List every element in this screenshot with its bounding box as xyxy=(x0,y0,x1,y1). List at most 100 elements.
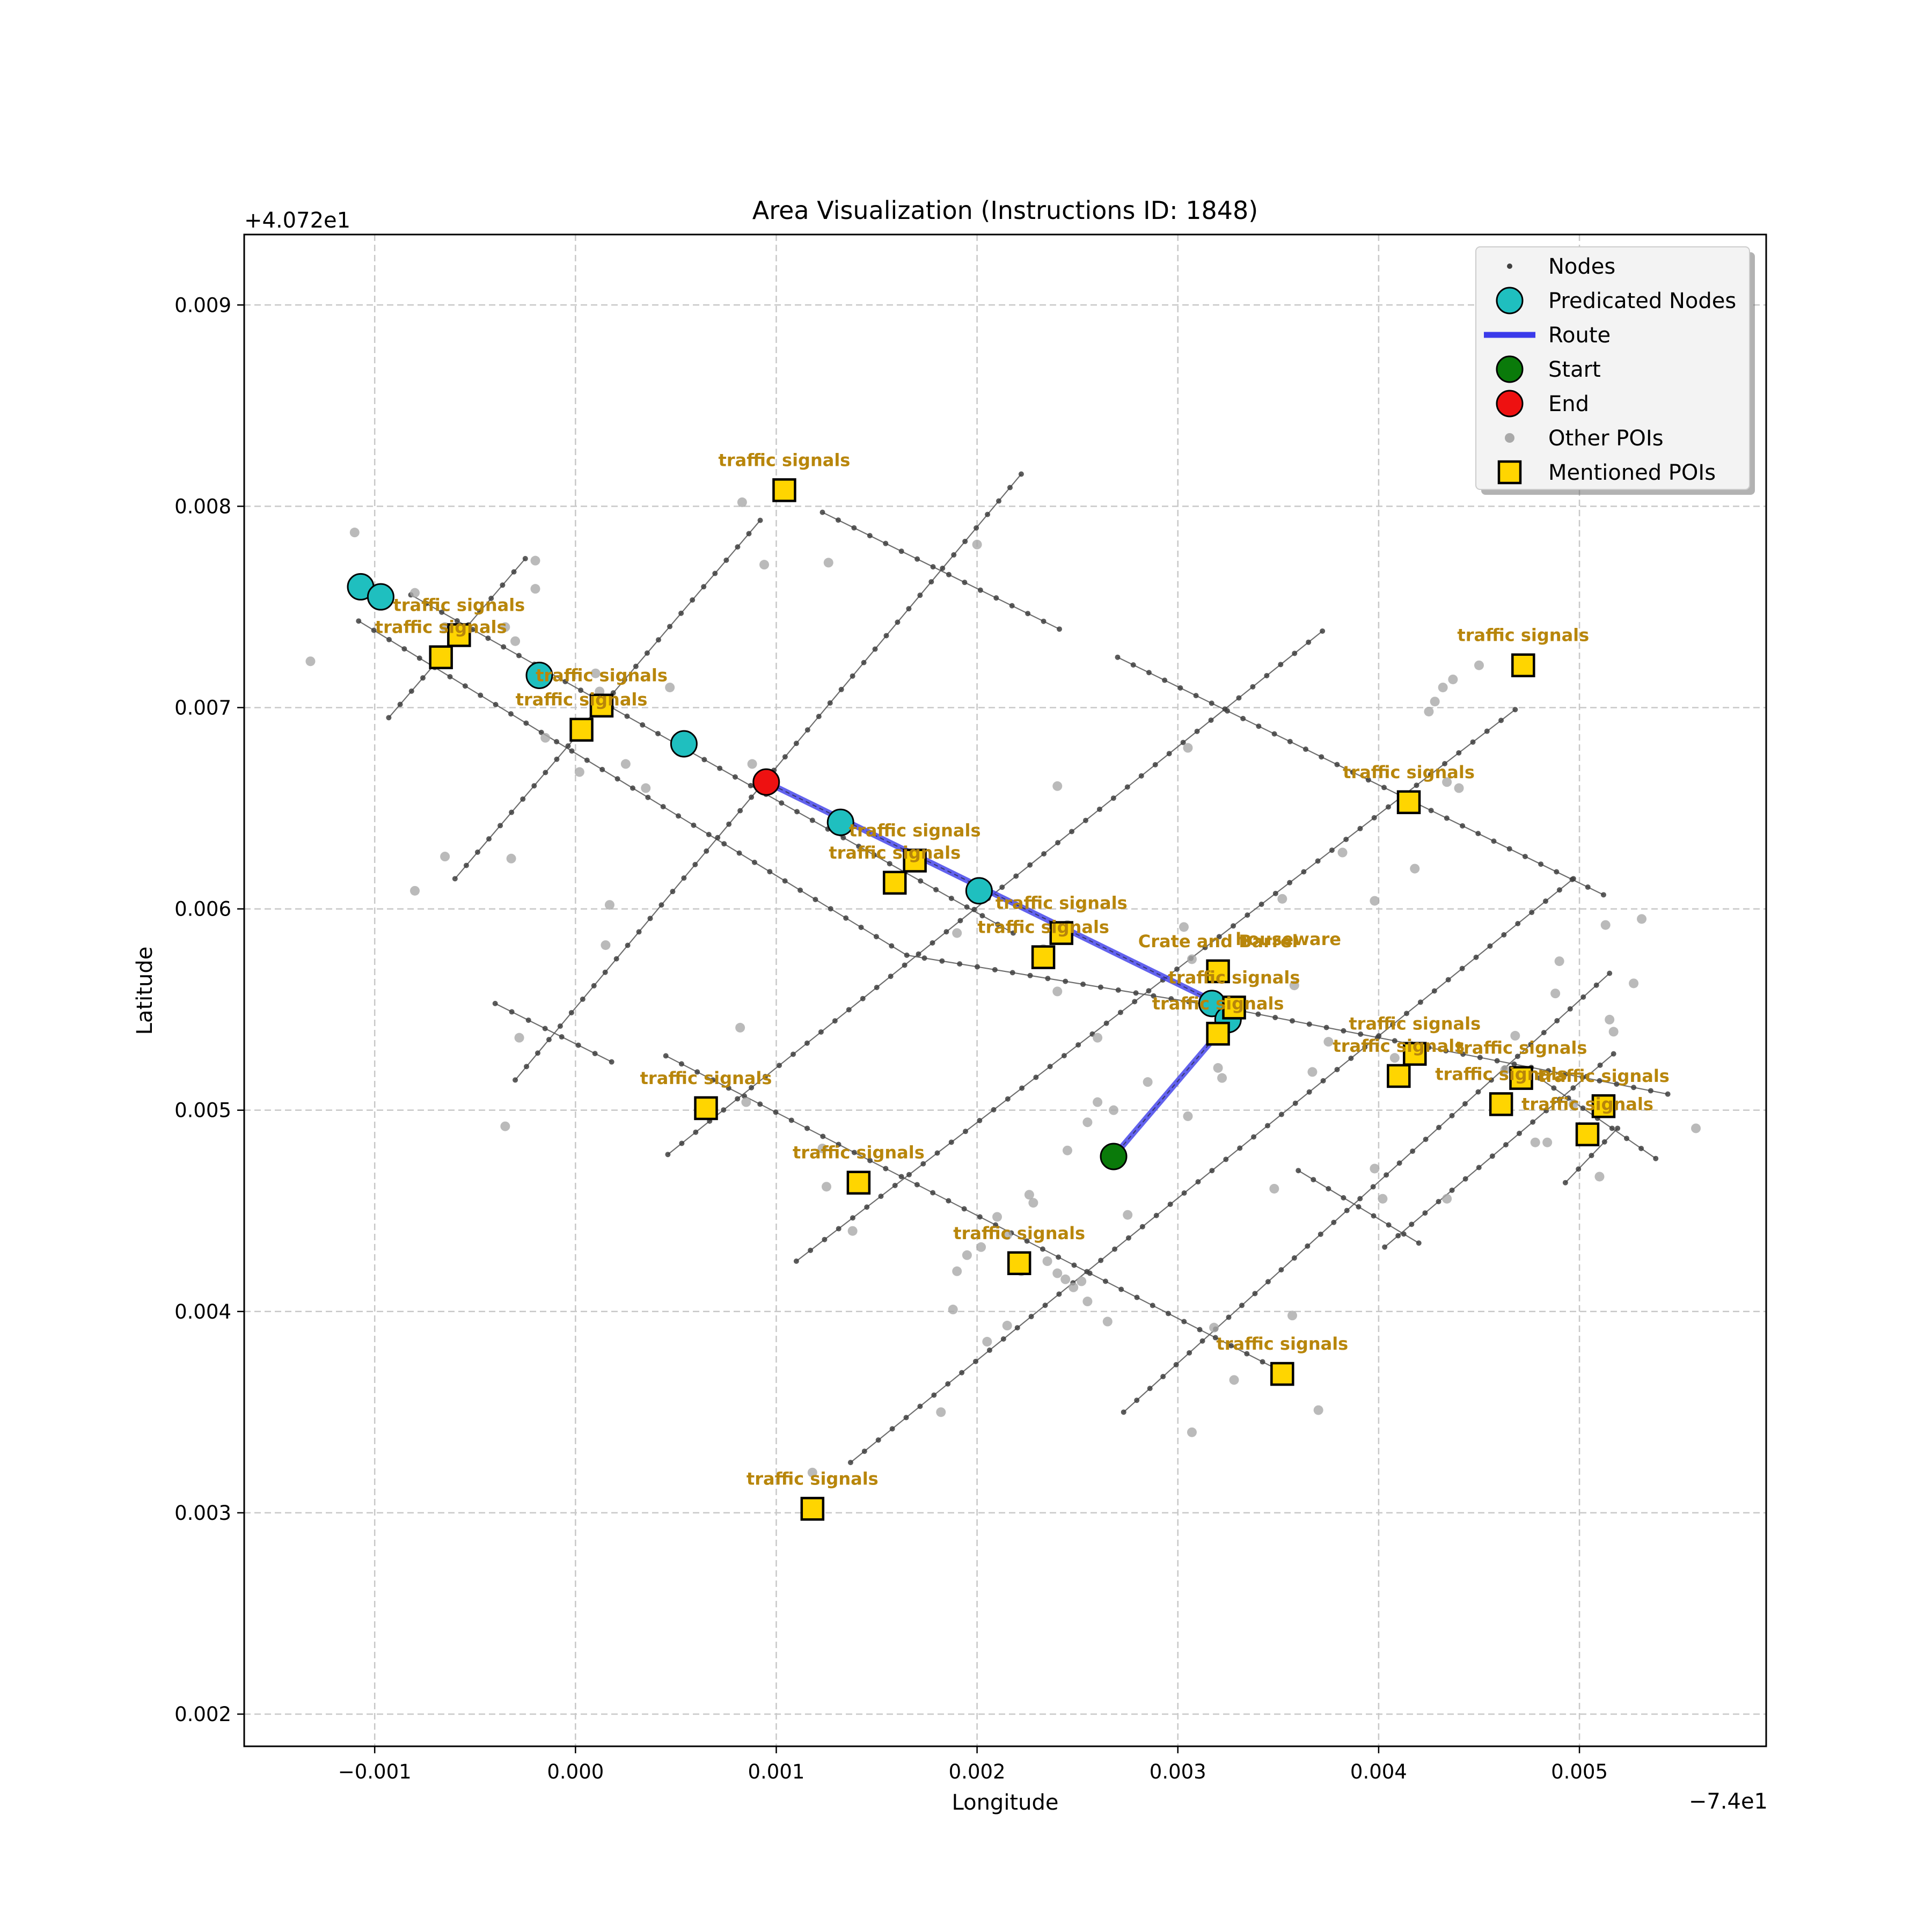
node-point xyxy=(1209,1168,1215,1174)
other-poi-point xyxy=(1028,1198,1038,1208)
node-point xyxy=(452,876,458,882)
node-point xyxy=(940,565,946,571)
other-poi-point xyxy=(1069,1282,1079,1292)
other-poi-point xyxy=(540,733,551,743)
node-point xyxy=(1009,970,1015,976)
other-poi-point xyxy=(1077,1276,1087,1286)
node-point xyxy=(1315,858,1321,864)
node-point xyxy=(1320,628,1326,634)
legend-label: Mentioned POIs xyxy=(1548,460,1716,485)
mentioned-poi-label: traffic signals xyxy=(747,1468,879,1489)
other-poi-point xyxy=(641,783,651,793)
node-point xyxy=(1134,1294,1140,1300)
node-point xyxy=(1488,1077,1494,1083)
node-point xyxy=(951,552,957,558)
node-point xyxy=(1638,1145,1644,1151)
other-poi-point xyxy=(500,1121,510,1131)
mentioned-poi-marker xyxy=(429,645,453,669)
node-point xyxy=(804,1125,810,1131)
node-point xyxy=(562,679,568,685)
mentioned-poi-label: traffic signals xyxy=(640,1068,772,1088)
other-poi-point xyxy=(1313,1405,1323,1415)
other-poi-point xyxy=(737,497,747,507)
node-point xyxy=(1609,1125,1615,1131)
y-tick-label: 0.009 xyxy=(174,294,231,317)
node-point xyxy=(1376,1033,1382,1039)
node-point xyxy=(1278,662,1284,668)
node-point xyxy=(974,525,979,531)
legend-box xyxy=(1475,246,1750,490)
node-point xyxy=(1209,700,1214,706)
node-point xyxy=(706,832,712,838)
other-poi-point xyxy=(1277,894,1287,904)
node-point xyxy=(1056,1291,1062,1297)
node-point xyxy=(644,650,650,656)
node-point xyxy=(1414,782,1419,788)
mentioned-poi-marker xyxy=(1387,1064,1411,1088)
node-point xyxy=(748,782,753,788)
node-point xyxy=(1585,884,1591,890)
node-point xyxy=(1584,1074,1590,1080)
other-poi-point xyxy=(1102,1316,1113,1327)
other-poi-point xyxy=(1052,986,1063,997)
x-tick-label: 0.003 xyxy=(1150,1760,1206,1783)
other-poi-point xyxy=(1287,1311,1298,1321)
node-point xyxy=(1306,639,1312,645)
legend-predicated-swatch xyxy=(1496,287,1524,314)
node-point xyxy=(486,836,492,842)
street-edge xyxy=(665,1055,1279,1371)
node-point xyxy=(1124,784,1130,790)
node-point xyxy=(1045,976,1051,982)
node-point xyxy=(1475,831,1481,837)
node-point xyxy=(822,1236,828,1242)
node-point xyxy=(1536,1075,1542,1081)
node-point xyxy=(904,952,910,958)
node-point xyxy=(1132,999,1138,1005)
node-point xyxy=(921,955,927,961)
other-poi-point xyxy=(1082,1297,1093,1307)
node-point xyxy=(578,687,584,693)
node-point xyxy=(1260,1359,1265,1365)
node-point xyxy=(867,1158,873,1163)
node-point xyxy=(1292,1100,1298,1106)
node-point xyxy=(633,663,639,669)
node-point xyxy=(1554,1018,1560,1024)
node-point xyxy=(975,964,980,970)
y-tick-label: 0.003 xyxy=(174,1502,231,1525)
node-point xyxy=(655,730,661,736)
node-point xyxy=(934,1150,940,1156)
node-point xyxy=(1487,943,1493,949)
node-point xyxy=(1409,1221,1415,1227)
other-poi-point xyxy=(936,1407,946,1417)
mentioned-poi-marker xyxy=(846,1170,871,1195)
other-poi-point xyxy=(574,767,584,777)
node-point xyxy=(1098,1257,1104,1263)
node-point xyxy=(979,913,985,919)
x-tick-label: −0.001 xyxy=(338,1760,412,1783)
node-point xyxy=(1514,1053,1520,1059)
node-point xyxy=(658,902,664,908)
node-point xyxy=(943,929,949,935)
node-point xyxy=(1365,777,1371,783)
node-point xyxy=(1110,795,1116,801)
node-point xyxy=(599,766,605,772)
node-point xyxy=(470,627,475,633)
other-poi-point xyxy=(1183,743,1193,753)
node-point xyxy=(917,1403,923,1409)
node-point xyxy=(928,579,934,585)
y-axis-label: Latitude xyxy=(133,947,157,1035)
node-point xyxy=(1180,740,1186,745)
node-point xyxy=(1168,996,1174,1002)
node-point xyxy=(1181,1319,1187,1324)
node-point xyxy=(1403,1011,1409,1016)
other-poi-point xyxy=(620,759,631,769)
node-point xyxy=(818,1029,824,1035)
node-point xyxy=(1013,873,1019,879)
other-poi-point xyxy=(665,682,675,692)
other-poi-point xyxy=(1629,978,1639,989)
node-point xyxy=(1139,1224,1145,1230)
node-point xyxy=(655,637,661,643)
node-point xyxy=(791,1051,796,1057)
mentioned-poi-marker xyxy=(1222,996,1246,1020)
node-point xyxy=(701,584,707,590)
